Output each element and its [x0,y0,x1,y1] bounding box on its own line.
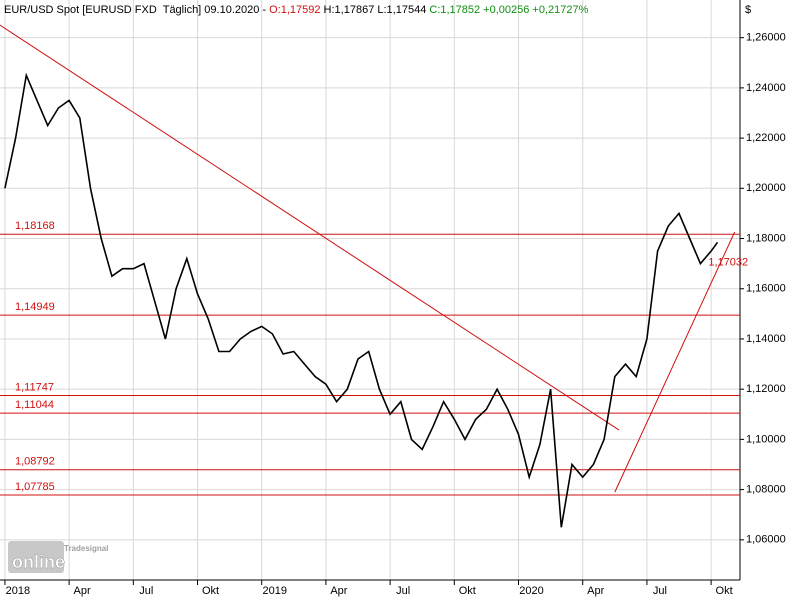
x-tick-label: Apr [330,585,347,597]
level-label: 1,11747 [15,381,54,393]
logo-text: online [12,552,65,572]
header: EUR/USD Spot [EURUSD FXD Täglich] 09.10.… [4,4,589,16]
y-tick-label: 1,12000 [746,383,786,395]
header-part: H:1,17867 L:1,17544 [321,4,427,16]
header-part: EUR/USD Spot [EURUSD FXD Täglich] 09.10.… [4,4,269,16]
level-label: 1,08792 [15,456,55,468]
y-tick-label: 1,20000 [746,182,786,194]
header-part: C:1,17852 +0,00256 +0,21727% [426,4,588,16]
x-tick-label: Okt [459,585,476,597]
x-tick-label: Okt [716,585,733,597]
trend-line [614,231,736,493]
y-axis-label: $ [745,4,751,16]
level-label: 1,11044 [15,399,54,411]
y-tick-label: 1,10000 [746,433,786,445]
y-tick-label: 1,24000 [746,82,786,94]
x-tick-label: Apr [74,585,91,597]
trend-label: 1,17032 [708,257,748,269]
y-tick-label: 1,08000 [746,484,786,496]
logo: Tradesignal online [8,541,108,573]
trend-line [0,24,620,431]
y-tick-label: 1,22000 [746,132,786,144]
x-tick-label: 2018 [6,585,30,597]
x-tick-label: Jul [139,585,153,597]
x-tick-label: Jul [653,585,667,597]
y-tick-label: 1,06000 [746,534,786,546]
x-tick-label: Apr [587,585,604,597]
y-tick-label: 1,16000 [746,283,786,295]
y-tick-label: 1,14000 [746,333,786,345]
x-tick-label: 2020 [519,585,543,597]
y-tick-label: 1,18000 [746,232,786,244]
y-tick-label: 1,26000 [746,32,786,44]
header-part: O:1,17592 [269,4,320,16]
x-tick-label: 2019 [262,585,286,597]
x-tick-label: Jul [396,585,410,597]
level-label: 1,07785 [15,481,55,493]
logo-small: Tradesignal [64,544,108,553]
level-label: 1,14949 [15,301,55,313]
level-label: 1,18168 [15,220,55,232]
x-tick-label: Okt [202,585,219,597]
price-line [4,72,719,528]
